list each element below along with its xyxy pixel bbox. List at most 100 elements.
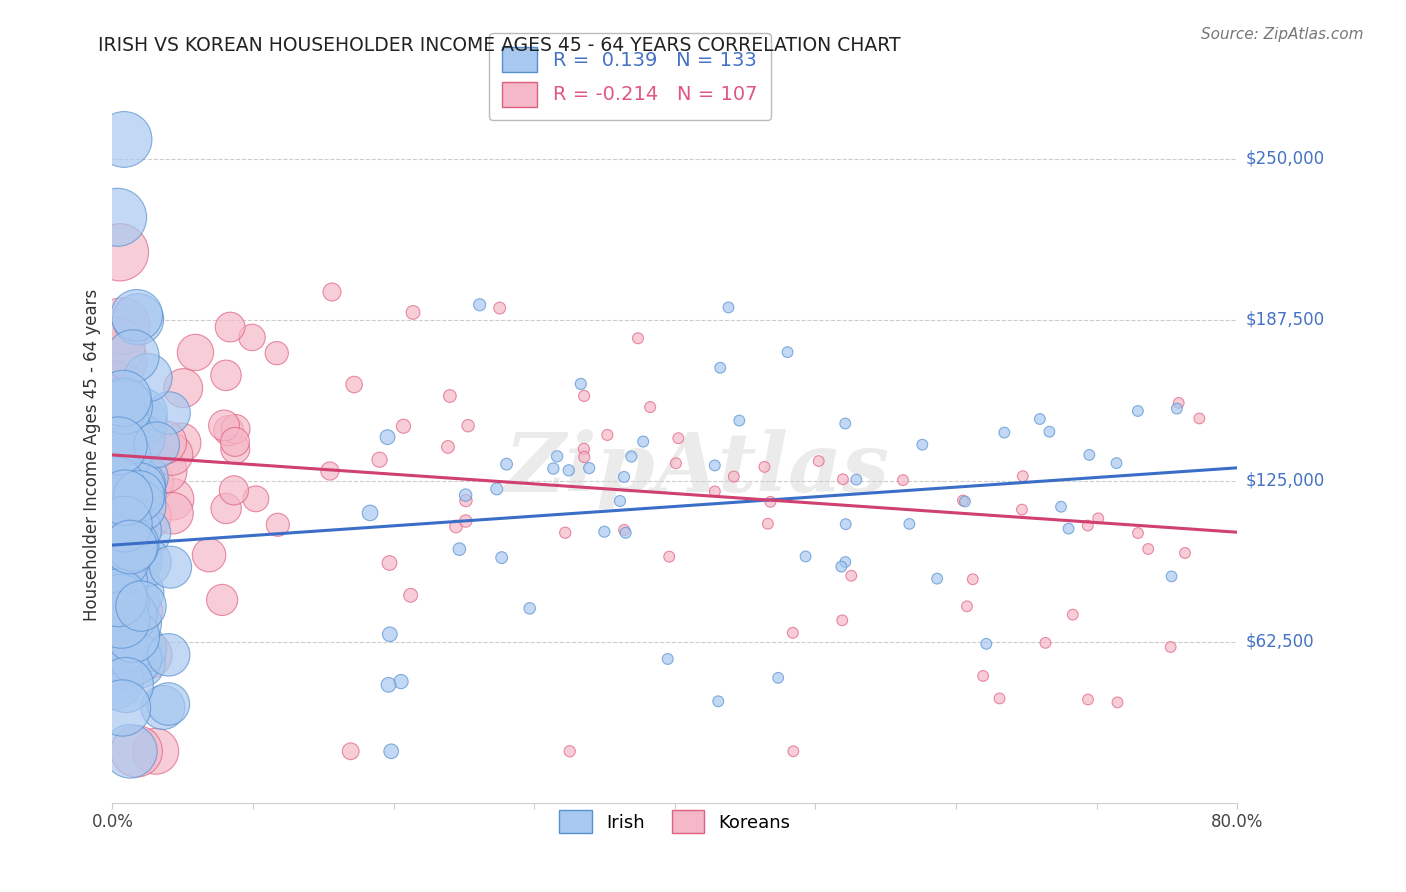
Point (162, 506, 184, 520)
Point (114, 678, 136, 692)
Point (519, 601, 541, 615)
Point (454, 514, 477, 528)
Point (449, 542, 471, 557)
Point (703, 484, 725, 499)
Point (377, 678, 399, 692)
Text: $187,500: $187,500 (1246, 310, 1324, 328)
Point (212, 418, 235, 433)
Point (543, 461, 565, 475)
Point (845, 473, 868, 487)
Point (454, 493, 477, 508)
Point (578, 461, 600, 475)
Point (782, 625, 804, 640)
Point (135, 555, 157, 569)
Point (122, 592, 145, 607)
Point (105, 555, 128, 569)
Point (378, 627, 401, 641)
Point (127, 312, 149, 326)
Point (794, 549, 817, 564)
Point (776, 345, 799, 359)
Point (120, 744, 142, 758)
Point (127, 585, 149, 599)
Point (114, 491, 136, 505)
Point (613, 523, 636, 537)
Point (124, 549, 146, 564)
Point (993, 425, 1015, 440)
Point (110, 411, 132, 425)
Point (211, 593, 233, 607)
Point (491, 550, 513, 565)
Point (110, 424, 132, 438)
Point (120, 637, 142, 651)
Point (111, 560, 134, 574)
Point (110, 526, 132, 541)
Point (831, 613, 853, 627)
Point (1057, 522, 1080, 536)
Point (834, 417, 856, 431)
Point (1050, 500, 1073, 514)
Point (170, 435, 193, 450)
Point (129, 656, 152, 670)
Point (596, 428, 619, 442)
Point (1188, 411, 1211, 425)
Text: IRISH VS KOREAN HOUSEHOLDER INCOME AGES 45 - 64 YEARS CORRELATION CHART: IRISH VS KOREAN HOUSEHOLDER INCOME AGES … (98, 36, 901, 54)
Point (172, 381, 194, 395)
Point (112, 398, 135, 412)
Point (378, 556, 401, 570)
Point (339, 744, 361, 758)
Point (891, 473, 914, 487)
Point (104, 339, 127, 353)
Point (1078, 448, 1101, 462)
Point (657, 652, 679, 666)
Point (107, 638, 129, 652)
Point (807, 454, 830, 468)
Point (1011, 469, 1033, 483)
Point (131, 406, 153, 420)
Point (112, 543, 135, 558)
Point (153, 435, 176, 450)
Point (129, 478, 152, 492)
Point (569, 376, 592, 391)
Point (638, 400, 661, 414)
Point (120, 423, 142, 437)
Point (658, 549, 681, 564)
Point (125, 744, 148, 758)
Point (1035, 636, 1057, 650)
Point (215, 501, 238, 516)
Point (103, 471, 125, 485)
Point (707, 694, 730, 708)
Point (343, 377, 366, 392)
Point (1105, 456, 1128, 470)
Point (953, 494, 976, 508)
Point (108, 245, 131, 260)
Point (125, 651, 148, 665)
Text: ZipAtlas: ZipAtlas (505, 429, 890, 508)
Point (613, 470, 636, 484)
Point (138, 475, 160, 489)
Point (134, 432, 156, 446)
Point (1077, 518, 1099, 533)
Point (1077, 692, 1099, 706)
Point (728, 414, 751, 428)
Point (392, 419, 415, 434)
Point (125, 604, 148, 618)
Point (830, 559, 852, 574)
Point (703, 458, 725, 473)
Point (112, 654, 135, 668)
Point (107, 575, 129, 590)
Point (198, 548, 221, 562)
Point (121, 349, 143, 363)
Point (835, 517, 858, 532)
Point (666, 431, 689, 445)
Point (759, 495, 782, 509)
Point (627, 331, 650, 345)
Point (495, 457, 517, 471)
Point (136, 370, 159, 384)
Point (103, 384, 125, 398)
Point (1160, 640, 1182, 654)
Point (468, 298, 491, 312)
Point (389, 674, 412, 689)
Point (114, 531, 136, 545)
Point (111, 318, 134, 333)
Point (111, 701, 134, 715)
